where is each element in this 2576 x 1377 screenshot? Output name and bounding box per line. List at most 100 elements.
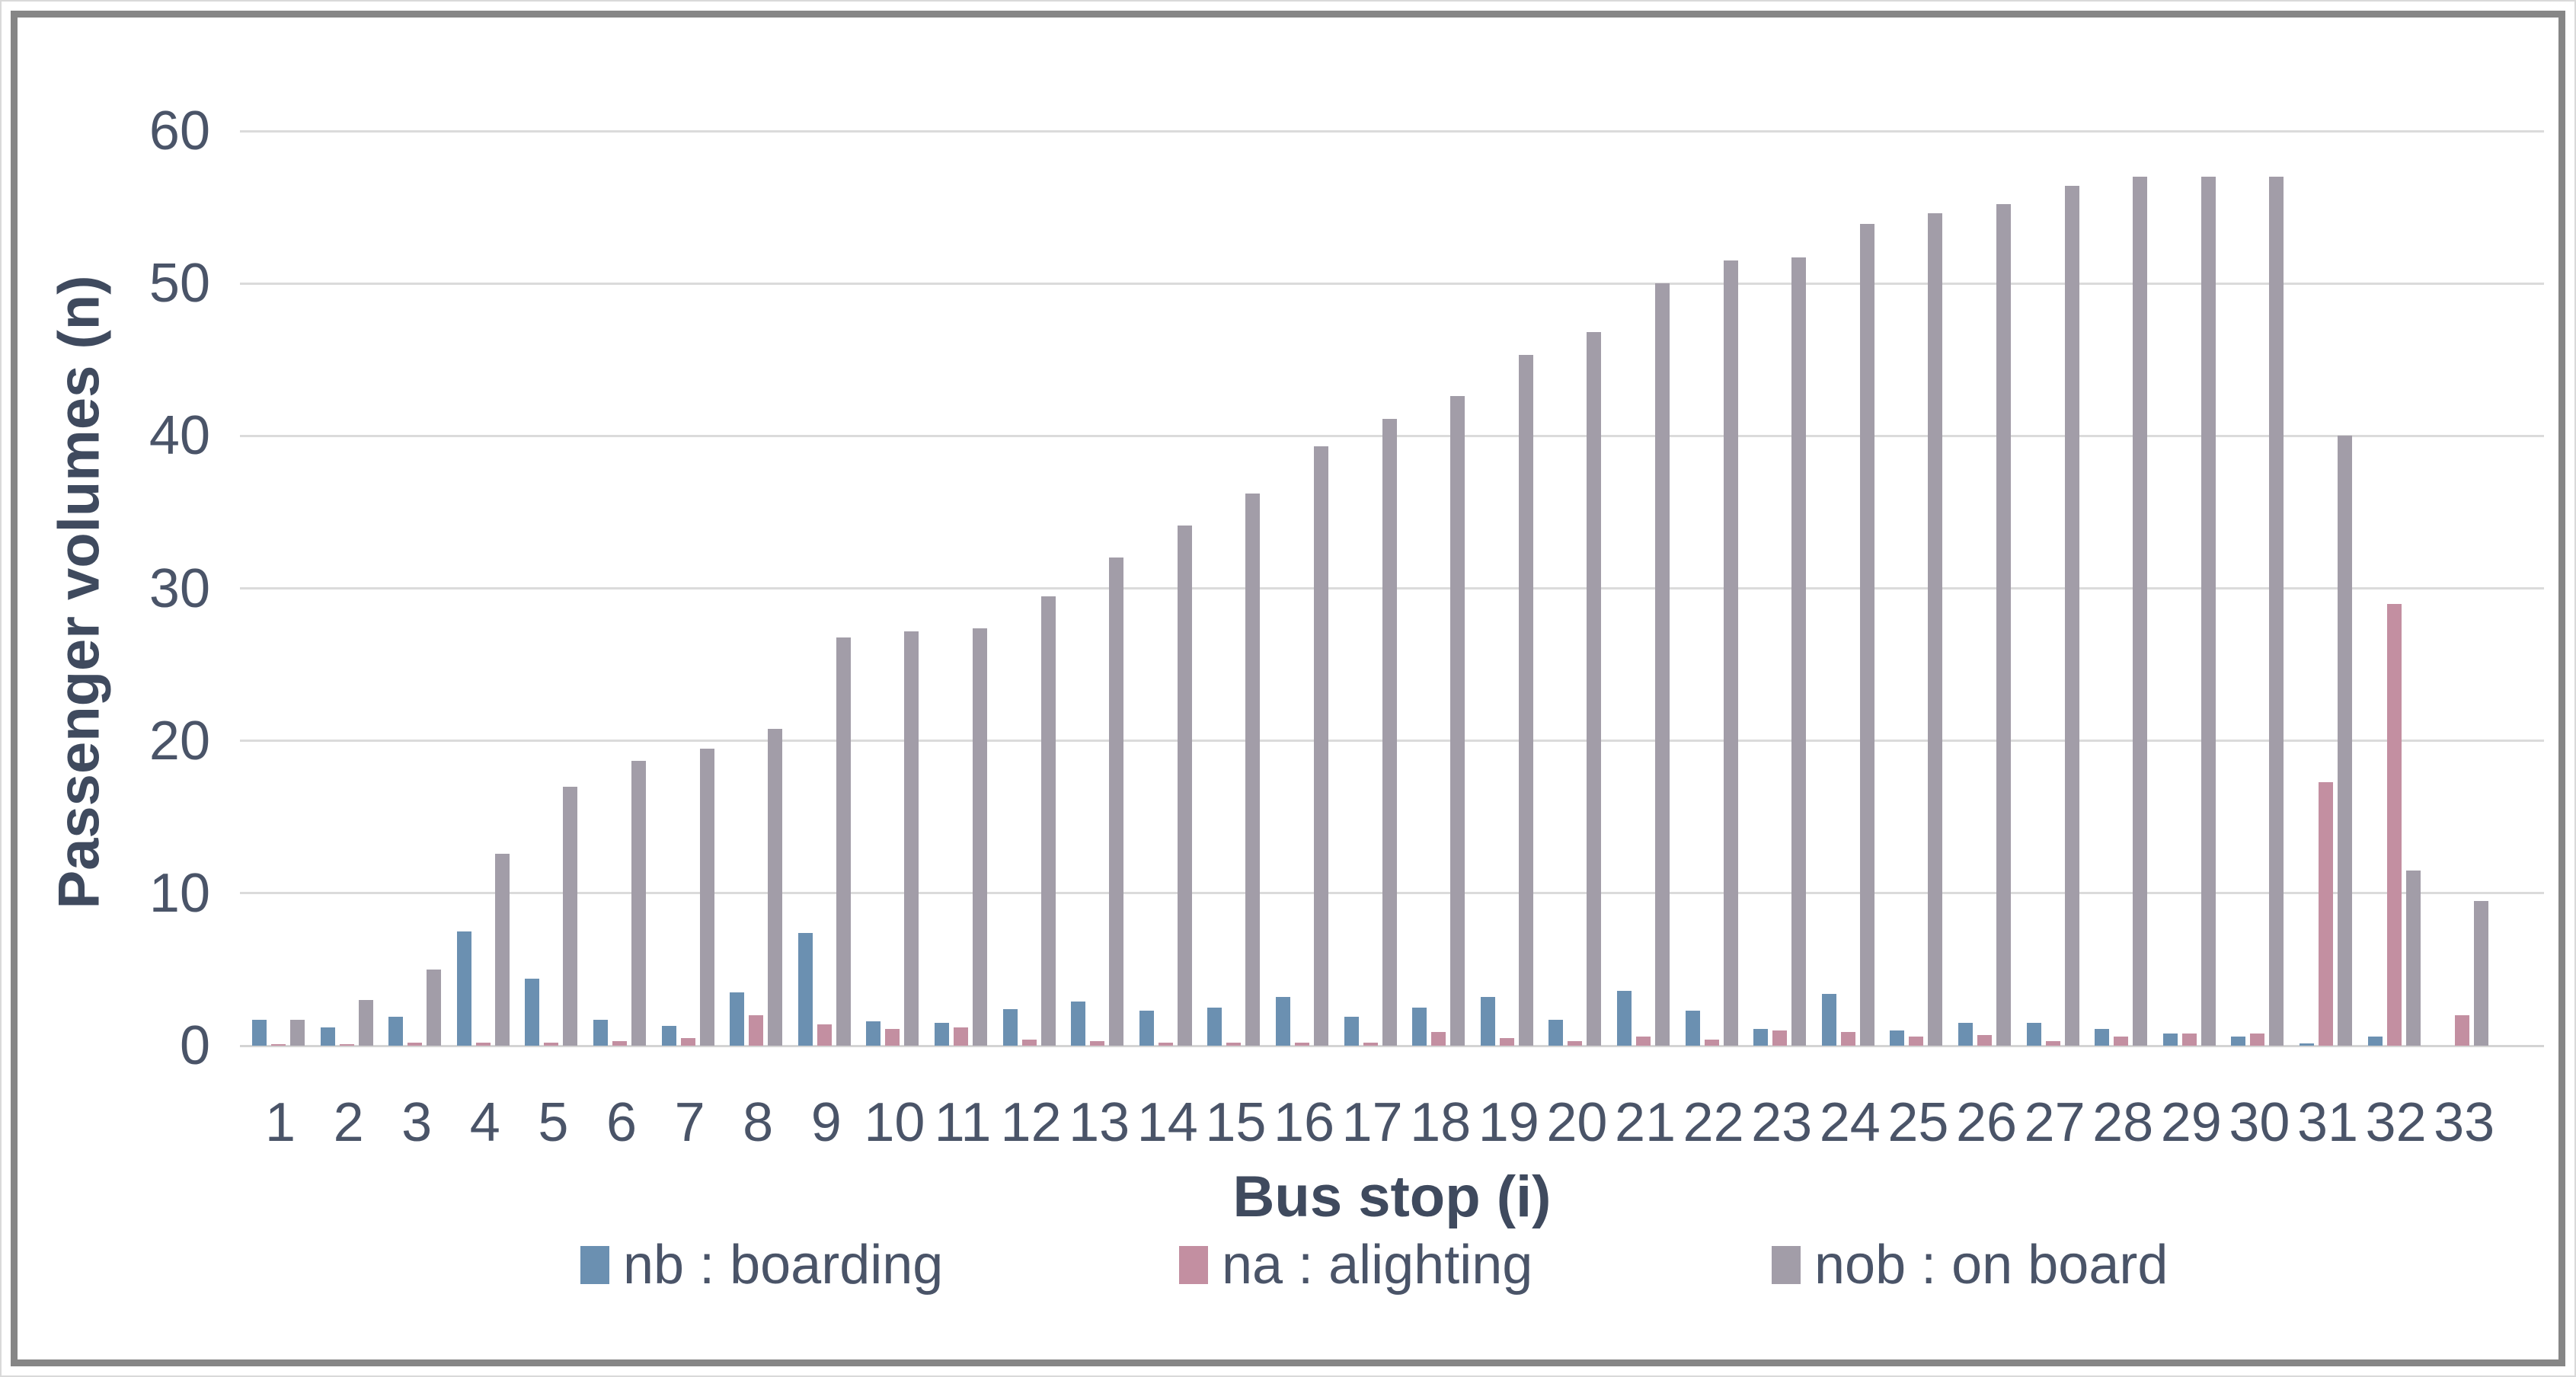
x-tick-label-5: 5: [538, 1092, 569, 1153]
y-tick-label-0: 0: [179, 1015, 210, 1076]
y-tick-label-20: 20: [149, 710, 210, 772]
legend-label-boarding: nb : boarding: [623, 1235, 944, 1296]
x-tick-label-18: 18: [1410, 1092, 1472, 1153]
bar-nob-stop-14: [1177, 526, 1192, 1046]
bar-nb-stop-2: [320, 1027, 335, 1046]
x-tick-label-16: 16: [1273, 1092, 1335, 1153]
bar-nb-stop-10: [866, 1021, 881, 1046]
x-tick-label-32: 32: [2365, 1092, 2427, 1153]
bar-nb-stop-24: [1821, 993, 1836, 1046]
bar-nob-stop-13: [1109, 558, 1124, 1046]
bar-nob-stop-30: [2269, 177, 2284, 1046]
legend-swatch-alighting: [1179, 1246, 1208, 1284]
x-tick-label-31: 31: [2296, 1092, 2359, 1153]
x-tick-label-20: 20: [1546, 1092, 1608, 1153]
bar-nob-stop-19: [1518, 355, 1533, 1046]
y-tick-label-40: 40: [149, 405, 210, 467]
bar-na-stop-18: [1431, 1031, 1446, 1046]
y-tick-label-30: 30: [149, 558, 210, 619]
bar-nb-stop-20: [1548, 1019, 1564, 1046]
bar-na-stop-28: [2114, 1036, 2129, 1046]
bar-na-stop-19: [1499, 1037, 1514, 1046]
x-tick-label-2: 2: [333, 1092, 364, 1153]
legend-label-alighting: na : alighting: [1222, 1235, 1533, 1296]
x-tick-label-10: 10: [864, 1092, 925, 1153]
gridline-y-0: [240, 1044, 2544, 1047]
legend-swatch-onboard: [1772, 1246, 1801, 1284]
bar-na-stop-20: [1568, 1040, 1583, 1046]
x-tick-label-6: 6: [606, 1092, 638, 1153]
bar-nob-stop-16: [1314, 446, 1328, 1046]
bar-nob-stop-21: [1655, 283, 1670, 1046]
bar-na-stop-16: [1295, 1042, 1309, 1046]
bar-nob-stop-27: [2064, 186, 2079, 1046]
plot-area: [240, 129, 2544, 1047]
bar-nb-stop-8: [730, 992, 745, 1046]
bar-na-stop-15: [1226, 1042, 1242, 1046]
bar-nb-stop-27: [2026, 1022, 2041, 1046]
bar-na-stop-26: [1977, 1034, 1992, 1046]
x-tick-label-24: 24: [1819, 1092, 1881, 1153]
x-tick-label-8: 8: [743, 1092, 774, 1153]
y-tick-label-60: 60: [149, 101, 210, 161]
bar-na-stop-12: [1021, 1039, 1037, 1046]
bar-nb-stop-19: [1480, 996, 1495, 1046]
x-tick-label-14: 14: [1136, 1092, 1198, 1153]
bar-na-stop-31: [2319, 781, 2333, 1046]
legend-swatch-boarding: [580, 1246, 609, 1284]
x-tick-label-21: 21: [1614, 1092, 1676, 1153]
bar-nb-stop-16: [1276, 996, 1290, 1046]
bar-na-stop-29: [2181, 1033, 2197, 1046]
legend-item-alighting: na : alighting: [1179, 1232, 1532, 1298]
bar-nob-stop-18: [1450, 396, 1465, 1046]
x-tick-label-9: 9: [810, 1092, 842, 1153]
legend-item-boarding: nb : boarding: [580, 1232, 943, 1298]
bar-nb-stop-29: [2162, 1033, 2178, 1046]
x-tick-label-27: 27: [2024, 1092, 2085, 1153]
bar-nob-stop-24: [1859, 224, 1874, 1046]
bar-nb-stop-14: [1139, 1010, 1154, 1046]
x-tick-label-3: 3: [401, 1092, 433, 1153]
bar-na-stop-33: [2455, 1014, 2470, 1046]
bar-nb-stop-28: [2095, 1028, 2110, 1046]
bar-nob-stop-23: [1791, 257, 1807, 1046]
x-tick-label-17: 17: [1341, 1092, 1403, 1153]
bar-nob-stop-4: [494, 853, 510, 1046]
x-tick-label-33: 33: [2434, 1092, 2495, 1153]
bar-nb-stop-15: [1207, 1007, 1222, 1046]
bar-nob-stop-32: [2405, 870, 2421, 1046]
x-tick-label-28: 28: [2092, 1092, 2154, 1153]
x-tick-label-25: 25: [1887, 1092, 1949, 1153]
bar-nob-stop-7: [699, 748, 714, 1046]
bar-nob-stop-17: [1382, 419, 1397, 1046]
bar-nb-stop-12: [1002, 1008, 1018, 1046]
x-tick-label-19: 19: [1478, 1092, 1539, 1153]
bar-na-stop-2: [339, 1043, 354, 1046]
bar-nb-stop-17: [1344, 1016, 1359, 1046]
bar-nob-stop-15: [1245, 494, 1261, 1046]
bar-nb-stop-30: [2231, 1036, 2246, 1046]
bar-nb-stop-5: [525, 978, 540, 1046]
bar-na-stop-24: [1840, 1031, 1855, 1046]
x-tick-label-12: 12: [1000, 1092, 1062, 1153]
x-tick-label-22: 22: [1683, 1092, 1744, 1153]
bar-nob-stop-25: [1928, 213, 1943, 1046]
bar-na-stop-10: [885, 1028, 900, 1046]
bar-nob-stop-6: [631, 760, 646, 1046]
bar-na-stop-21: [1636, 1036, 1651, 1046]
y-tick-label-10: 10: [149, 862, 210, 924]
y-axis-tick-labels: 0 10 20 30 40 50 60: [0, 0, 210, 1377]
x-tick-label-7: 7: [674, 1092, 705, 1153]
x-tick-label-1: 1: [264, 1092, 296, 1153]
x-tick-label-15: 15: [1205, 1092, 1267, 1153]
bar-na-stop-17: [1363, 1042, 1378, 1046]
bar-na-stop-8: [749, 1014, 764, 1046]
x-tick-label-30: 30: [2229, 1092, 2290, 1153]
bar-nob-stop-22: [1723, 260, 1738, 1046]
bar-nob-stop-12: [1040, 596, 1056, 1046]
x-tick-label-26: 26: [1955, 1092, 2018, 1153]
bar-nob-stop-20: [1587, 332, 1602, 1046]
bar-nb-stop-4: [456, 931, 471, 1046]
bar-nob-stop-28: [2133, 177, 2148, 1046]
